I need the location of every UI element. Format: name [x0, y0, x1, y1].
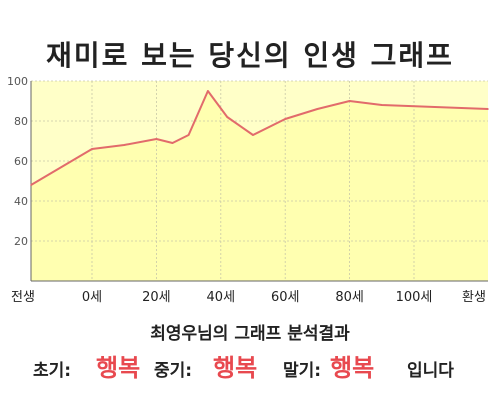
data-point-2: [123, 144, 125, 146]
data-point-1: [91, 148, 93, 150]
y-tick-label-100: 100: [7, 75, 28, 88]
x-tick-label-7: 환생: [462, 290, 486, 305]
chart-title: 재미로 보는 당신의 인생 그래프: [46, 39, 454, 72]
x-tick-label-6: 100세: [396, 290, 433, 305]
early-label: 초기:: [33, 361, 72, 381]
x-tick-label-5: 80세: [335, 290, 364, 305]
y-tick-label-40: 40: [14, 195, 28, 208]
data-point-13: [487, 108, 489, 110]
late-label: 말기:: [283, 361, 322, 381]
late-value: 행복: [330, 354, 375, 382]
x-tick-label-2: 20세: [142, 290, 171, 305]
x-tick-label-1: 0세: [82, 290, 102, 305]
y-tick-label-20: 20: [14, 235, 28, 248]
data-point-7: [226, 116, 228, 118]
mid-label: 중기:: [154, 361, 193, 381]
ending-text: 입니다: [407, 361, 454, 381]
data-point-6: [207, 90, 209, 92]
early-value: 행복: [96, 354, 141, 382]
data-point-3: [155, 138, 158, 140]
mid-value: 행복: [213, 354, 258, 382]
data-point-10: [316, 108, 319, 110]
x-tick-label-3: 40세: [207, 290, 236, 305]
data-point-0: [30, 184, 32, 186]
area-fill: [31, 91, 488, 281]
y-tick-label-60: 60: [14, 155, 28, 168]
y-tick-label-80: 80: [14, 115, 28, 128]
result-summary: 초기: 행복 중기: 행복 말기: 행복 입니다: [0, 348, 500, 384]
series-line: [30, 90, 489, 186]
data-point-4: [171, 142, 174, 144]
result-title: 최영우님의 그래프 분석결과: [150, 324, 350, 344]
data-point-8: [252, 134, 254, 136]
data-point-12: [381, 104, 383, 106]
x-tick-label-4: 60세: [271, 290, 300, 305]
x-tick-label-0: 전생: [11, 290, 35, 305]
data-point-11: [348, 100, 351, 102]
data-point-5: [187, 134, 190, 136]
data-point-9: [284, 118, 287, 120]
